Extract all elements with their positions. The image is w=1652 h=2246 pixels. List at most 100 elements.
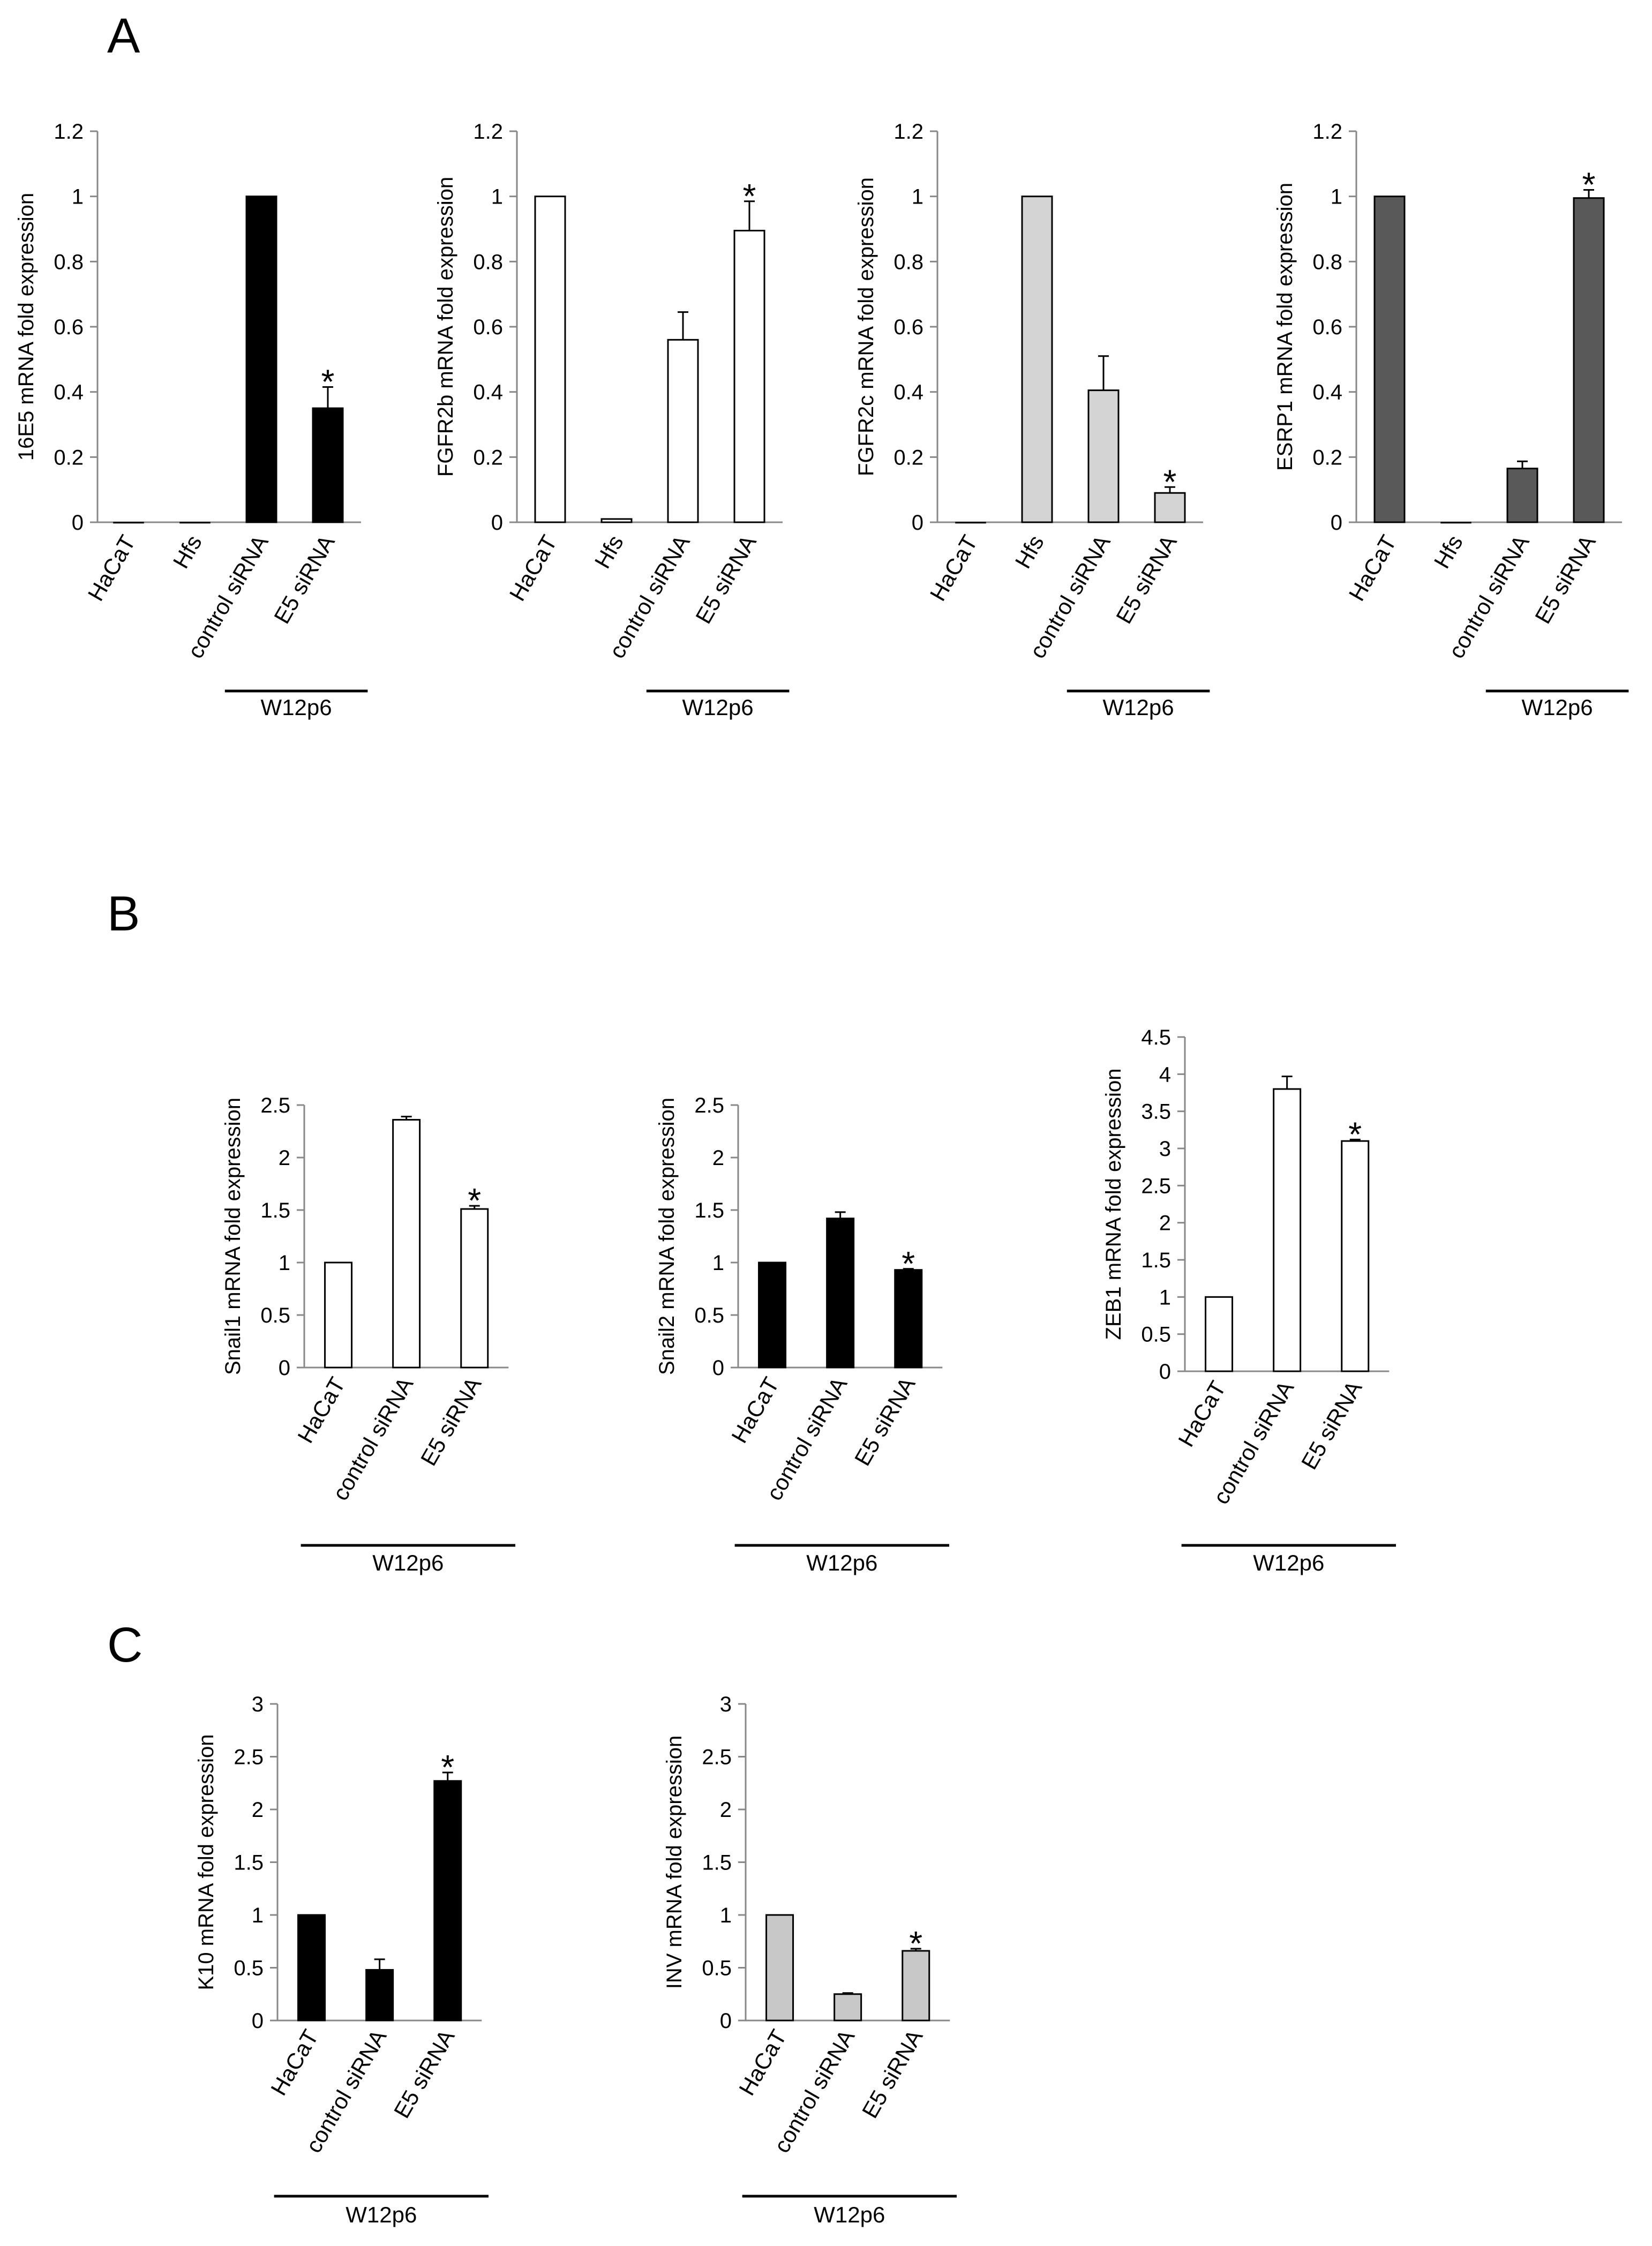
y-tick-label: 0.5 — [234, 1957, 264, 1980]
y-tick-label: 0.5 — [260, 1304, 290, 1327]
category-label: E5 siRNA — [1296, 1377, 1367, 1474]
y-tick-label: 0.8 — [893, 250, 923, 274]
bar — [826, 1218, 855, 1369]
category-label: E5 siRNA — [416, 1373, 486, 1470]
chart-16e5: 0 0.2 0.4 0.6 0.8 1 1.2 16E5 mRNA fold expressi… — [14, 120, 368, 720]
y-tick-label: 0.2 — [893, 446, 923, 469]
chart-zeb1: 0 0.5 1 1.5 2 2.5 3 3.5 4 4.5 ZEB1 mRNA fold expre… — [1102, 1026, 1396, 1575]
y-tick-label: 3 — [720, 1693, 732, 1716]
y-tick-label: 0.2 — [54, 446, 84, 469]
significance-star: * — [1348, 1115, 1362, 1153]
y-tick-label: 0.8 — [473, 250, 503, 274]
category-label: HaCaT — [1344, 531, 1401, 605]
y-tick-label: 1.5 — [702, 1851, 732, 1875]
y-tick-label: 3 — [252, 1693, 264, 1716]
group-label: W12p6 — [814, 2202, 885, 2227]
bar — [1506, 468, 1538, 523]
chart-esrp1: 0 0.2 0.4 0.6 0.8 1 1.2 ESRP1 mRNA fold express… — [1273, 120, 1629, 720]
group-label: W12p6 — [372, 1550, 444, 1575]
group-label: W12p6 — [1103, 695, 1174, 720]
y-tick-label: 1 — [279, 1251, 290, 1275]
group-label: W12p6 — [1253, 1550, 1324, 1575]
y-tick-label: 0.5 — [1141, 1323, 1171, 1347]
y-axis-label: FGFR2c mRNA fold expression — [854, 177, 878, 476]
bar — [113, 522, 144, 524]
significance-star: * — [321, 363, 335, 401]
y-axis-label: K10 mRNA fold expression — [194, 1734, 218, 1990]
y-axis-label: INV mRNA fold expression — [663, 1736, 686, 1989]
bar — [1373, 196, 1406, 523]
y-tick-label: 2.5 — [702, 1746, 732, 1769]
y-tick-label: 0 — [491, 511, 503, 535]
y-tick-label: 1 — [72, 185, 84, 209]
y-tick-label: 0 — [1331, 511, 1342, 535]
y-tick-label: 0.4 — [54, 381, 84, 404]
bar — [179, 522, 211, 524]
bar — [433, 1780, 462, 2022]
y-tick-label: 1.2 — [1312, 120, 1342, 144]
bar — [1154, 492, 1186, 523]
bar — [1087, 389, 1120, 523]
y-axis-label: 16E5 mRNA fold expression — [14, 193, 38, 461]
bar — [245, 196, 277, 523]
category-label: Hfs — [168, 531, 207, 573]
y-tick-label: 4.5 — [1141, 1026, 1171, 1049]
y-tick-label: 0 — [279, 1356, 290, 1380]
category-label: E5 siRNA — [269, 531, 340, 628]
y-axis-label: FGFR2b mRNA fold expression — [434, 177, 457, 477]
y-tick-label: 0.2 — [473, 446, 503, 469]
chart-snail1: 0 0.5 1 1.5 2 2.5 Snail1 mRNA fold expression H… — [221, 1094, 516, 1575]
y-tick-label: 0.6 — [473, 316, 503, 339]
y-axis-label: Snail2 mRNA fold expression — [655, 1098, 679, 1375]
significance-star: * — [468, 1181, 481, 1220]
bar — [1341, 1140, 1370, 1372]
bar — [902, 1950, 930, 2022]
bar — [1021, 196, 1053, 523]
bar — [758, 1261, 787, 1369]
panel-letter-a: A — [107, 9, 140, 63]
y-tick-label: 0 — [720, 2009, 732, 2033]
category-label: E5 siRNA — [850, 1373, 920, 1470]
y-tick-label: 1 — [491, 185, 503, 209]
chart-k10: 0 0.5 1 1.5 2 2.5 3 K10 mRNA fold expression HaC… — [194, 1693, 489, 2227]
group-label: W12p6 — [346, 2202, 417, 2227]
category-label: E5 siRNA — [1111, 531, 1182, 628]
bar — [324, 1261, 353, 1369]
bar — [534, 196, 566, 523]
y-tick-label: 0.6 — [54, 316, 84, 339]
bar — [765, 1914, 794, 2022]
group-label: W12p6 — [806, 1550, 877, 1575]
category-label: HaCaT — [266, 2025, 323, 2100]
y-tick-label: 2 — [279, 1146, 290, 1170]
y-tick-label: 2 — [252, 1798, 264, 1822]
y-tick-label: 0.6 — [893, 316, 923, 339]
category-label: HaCaT — [83, 531, 140, 605]
y-tick-label: 0.4 — [473, 381, 503, 404]
y-tick-label: 0.8 — [54, 250, 84, 274]
bar — [392, 1118, 421, 1369]
category-label: HaCaT — [726, 1373, 784, 1447]
y-tick-label: 0.4 — [893, 381, 923, 404]
y-tick-label: 0 — [252, 2009, 264, 2033]
y-tick-label: 2.5 — [260, 1094, 290, 1117]
y-tick-label: 1.2 — [893, 120, 923, 144]
significance-star: * — [909, 1924, 922, 1963]
category-label: HaCaT — [505, 531, 562, 605]
category-label: E5 siRNA — [690, 531, 761, 628]
y-tick-label: 1.2 — [473, 120, 503, 144]
group-label: W12p6 — [261, 695, 332, 720]
y-tick-label: 2.5 — [234, 1746, 264, 1769]
significance-star: * — [902, 1244, 915, 1283]
y-tick-label: 1 — [912, 185, 923, 209]
bar — [1440, 522, 1471, 524]
y-tick-label: 1.5 — [260, 1199, 290, 1222]
significance-star: * — [1163, 462, 1177, 501]
y-tick-label: 0 — [72, 511, 84, 535]
significance-star: * — [1582, 166, 1596, 204]
y-tick-label: 1.5 — [694, 1199, 724, 1222]
category-label: Hfs — [1010, 531, 1049, 573]
group-label: W12p6 — [682, 695, 754, 720]
chart-inv: 0 0.5 1 1.5 2 2.5 3 INV mRNA fold expression HaC… — [663, 1693, 957, 2227]
chart-fgfr2c: 0 0.2 0.4 0.6 0.8 1 1.2 FGFR2c mRNA fold expres… — [854, 120, 1210, 720]
